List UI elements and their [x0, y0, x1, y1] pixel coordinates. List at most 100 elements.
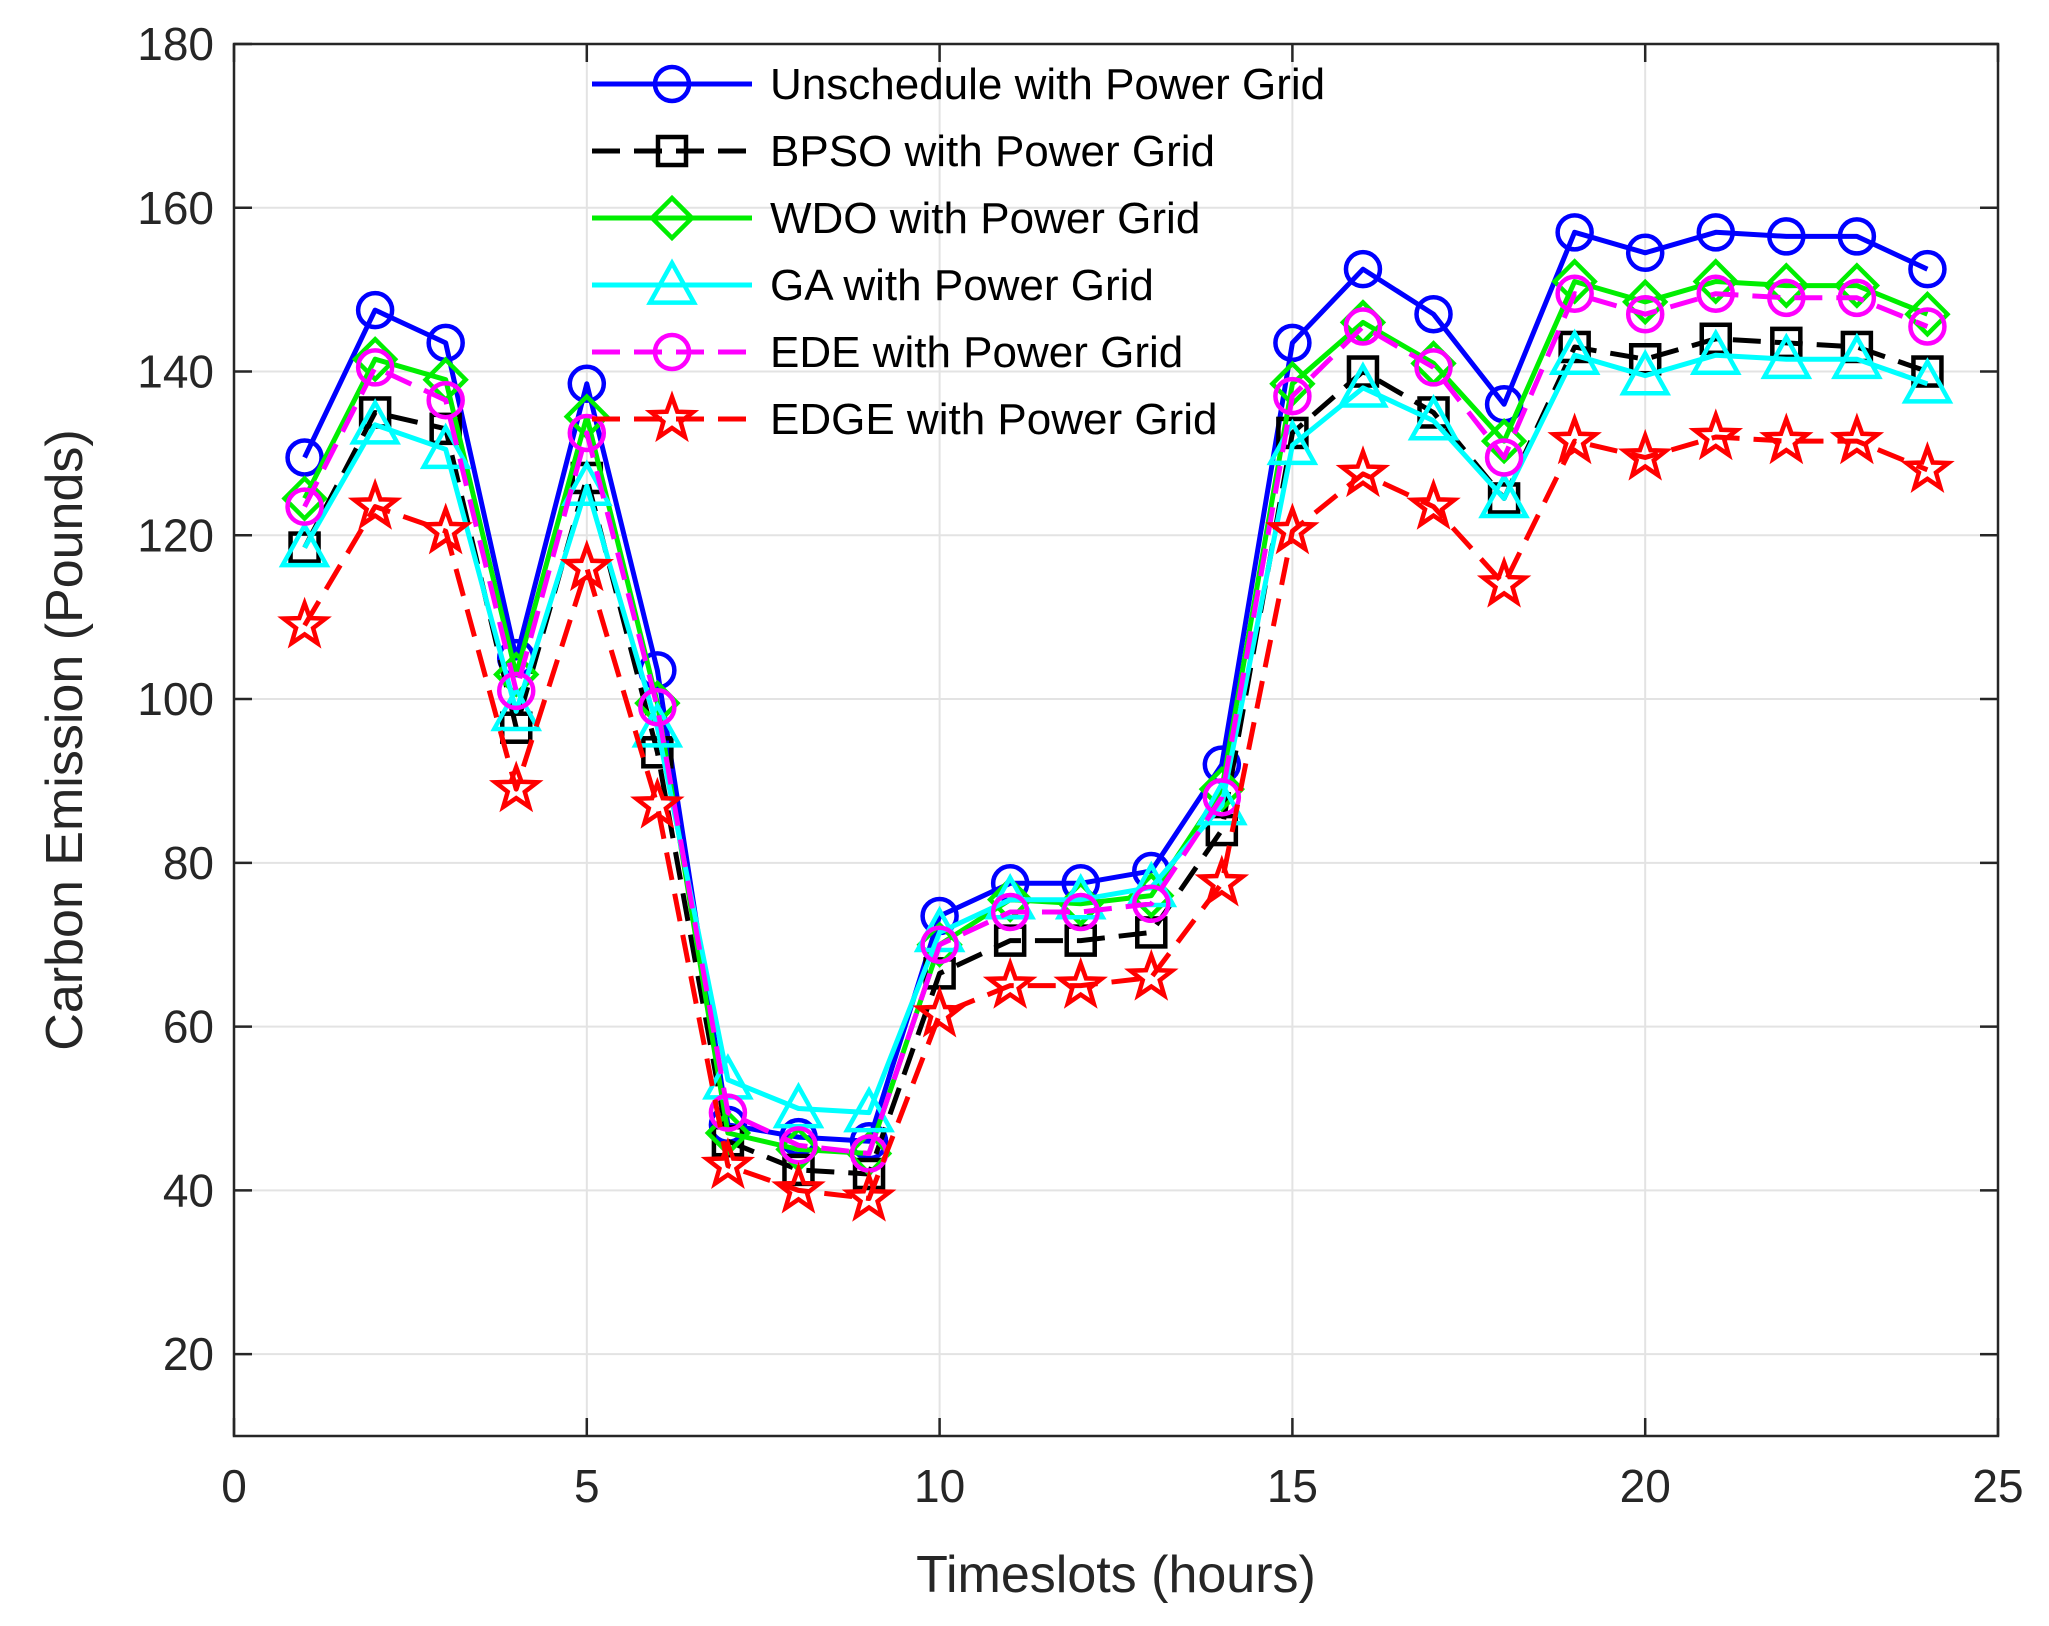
triangle-marker: [1901, 357, 1954, 404]
triangle-marker: [1337, 361, 1389, 408]
circle-marker: [990, 892, 1030, 932]
axis-ticks: 0 5 10 15 20 25 20 40 60 80 100 120 140 160 180: [137, 18, 2023, 1512]
star-marker: [700, 1137, 756, 1190]
legend-label: Unschedule with Power Grid: [770, 60, 1325, 109]
triangle-marker: [843, 1085, 895, 1133]
star-marker: [1265, 502, 1320, 555]
circle-marker: [1132, 884, 1171, 924]
circle-marker: [1414, 294, 1453, 334]
plot-area: [234, 44, 1998, 1436]
circle-marker: [426, 380, 465, 420]
circle-marker: [496, 671, 536, 711]
triangle-marker: [1760, 332, 1813, 380]
star-marker: [1759, 412, 1814, 465]
star-marker: [644, 390, 700, 443]
star-marker: [841, 1169, 897, 1222]
legend-entry: EDE with Power Grid: [592, 328, 1183, 377]
legend-label: EDGE with Power Grid: [770, 395, 1217, 444]
square-marker: [993, 924, 1027, 957]
circle-marker: [1767, 278, 1806, 318]
y-tick-label: 160: [137, 182, 214, 234]
y-tick-label: 40: [163, 1164, 214, 1216]
legend-entry: Unschedule with Power Grid: [592, 60, 1325, 109]
x-axis-title: Timeslots (hours): [916, 1546, 1316, 1604]
star-marker: [277, 596, 332, 649]
x-tick-label: 5: [574, 1460, 600, 1512]
y-tick-label: 100: [137, 673, 214, 725]
diamond-marker: [1833, 262, 1881, 309]
star-marker: [1688, 408, 1744, 461]
circle-marker: [1908, 307, 1947, 346]
triangle-marker: [646, 258, 698, 305]
star-marker: [630, 776, 685, 829]
diamond-marker: [986, 876, 1034, 923]
circle-marker: [1837, 217, 1877, 256]
diamond-marker: [1904, 291, 1951, 338]
legend: Unschedule with Power Grid BPSO with Powe…: [592, 60, 1325, 444]
circle-marker: [355, 290, 395, 330]
star-marker: [1335, 445, 1391, 498]
x-tick-label: 15: [1267, 1460, 1318, 1512]
star-marker: [1829, 412, 1885, 465]
series-line: [302, 229, 1929, 1144]
star-marker: [1053, 956, 1108, 1009]
circle-marker: [638, 687, 677, 727]
triangle-marker: [1619, 348, 1672, 396]
circle-marker: [1343, 307, 1383, 346]
series-line: [302, 434, 1929, 1201]
circle-marker: [1837, 278, 1877, 318]
legend-label: GA with Power Grid: [770, 261, 1154, 310]
circle-marker: [1696, 213, 1736, 252]
square-marker: [852, 1157, 886, 1191]
circle-marker: [1767, 217, 1806, 256]
y-tick-label: 140: [137, 346, 214, 398]
star-marker: [559, 539, 615, 592]
circle-marker: [285, 438, 324, 477]
triangle-marker: [1478, 471, 1530, 519]
legend-label: WDO with Power Grid: [770, 194, 1200, 243]
circle-marker: [1555, 274, 1594, 313]
star-marker: [912, 985, 967, 1038]
star-marker: [488, 760, 544, 813]
x-tick-label: 25: [1972, 1460, 2023, 1512]
triangle-marker: [631, 701, 684, 748]
y-tick-label: 180: [137, 18, 214, 70]
star-marker: [771, 1161, 826, 1214]
legend-label: BPSO with Power Grid: [770, 127, 1215, 176]
y-tick-label: 120: [137, 509, 214, 561]
triangle-marker: [349, 398, 401, 445]
diamond-marker: [1622, 278, 1669, 326]
triangle-marker: [1196, 778, 1248, 826]
circle-marker: [652, 332, 692, 372]
legend-entry: BPSO with Power Grid: [592, 127, 1215, 176]
star-marker: [418, 502, 473, 555]
star-marker: [347, 477, 403, 530]
star-marker: [1476, 555, 1532, 608]
circle-marker: [285, 487, 324, 526]
circle-marker: [1202, 778, 1242, 817]
diamond-marker: [1480, 417, 1528, 465]
diamond-marker: [281, 475, 328, 522]
x-tick-label: 10: [914, 1460, 965, 1512]
circle-marker: [920, 925, 959, 964]
diamond-marker: [351, 336, 399, 383]
circle-marker: [1908, 249, 1947, 289]
triangle-marker: [419, 422, 472, 470]
y-tick-label: 60: [163, 1001, 214, 1053]
triangle-marker: [1689, 328, 1742, 376]
circle-marker: [1696, 274, 1736, 313]
series-4: [278, 328, 1954, 1133]
star-marker: [1618, 428, 1673, 481]
y-tick-label: 20: [163, 1328, 214, 1380]
y-axis-title: Carbon Emission (Pounds): [36, 429, 94, 1050]
diamond-marker: [1551, 258, 1598, 305]
diamond-marker: [648, 194, 696, 242]
circle-marker: [1414, 348, 1453, 387]
series-line: [302, 279, 1929, 1156]
triangle-marker: [278, 520, 331, 568]
diamond-marker: [1692, 258, 1739, 305]
circle-marker: [1555, 213, 1594, 252]
circle-marker: [1343, 249, 1383, 289]
y-tick-label: 80: [163, 837, 214, 889]
